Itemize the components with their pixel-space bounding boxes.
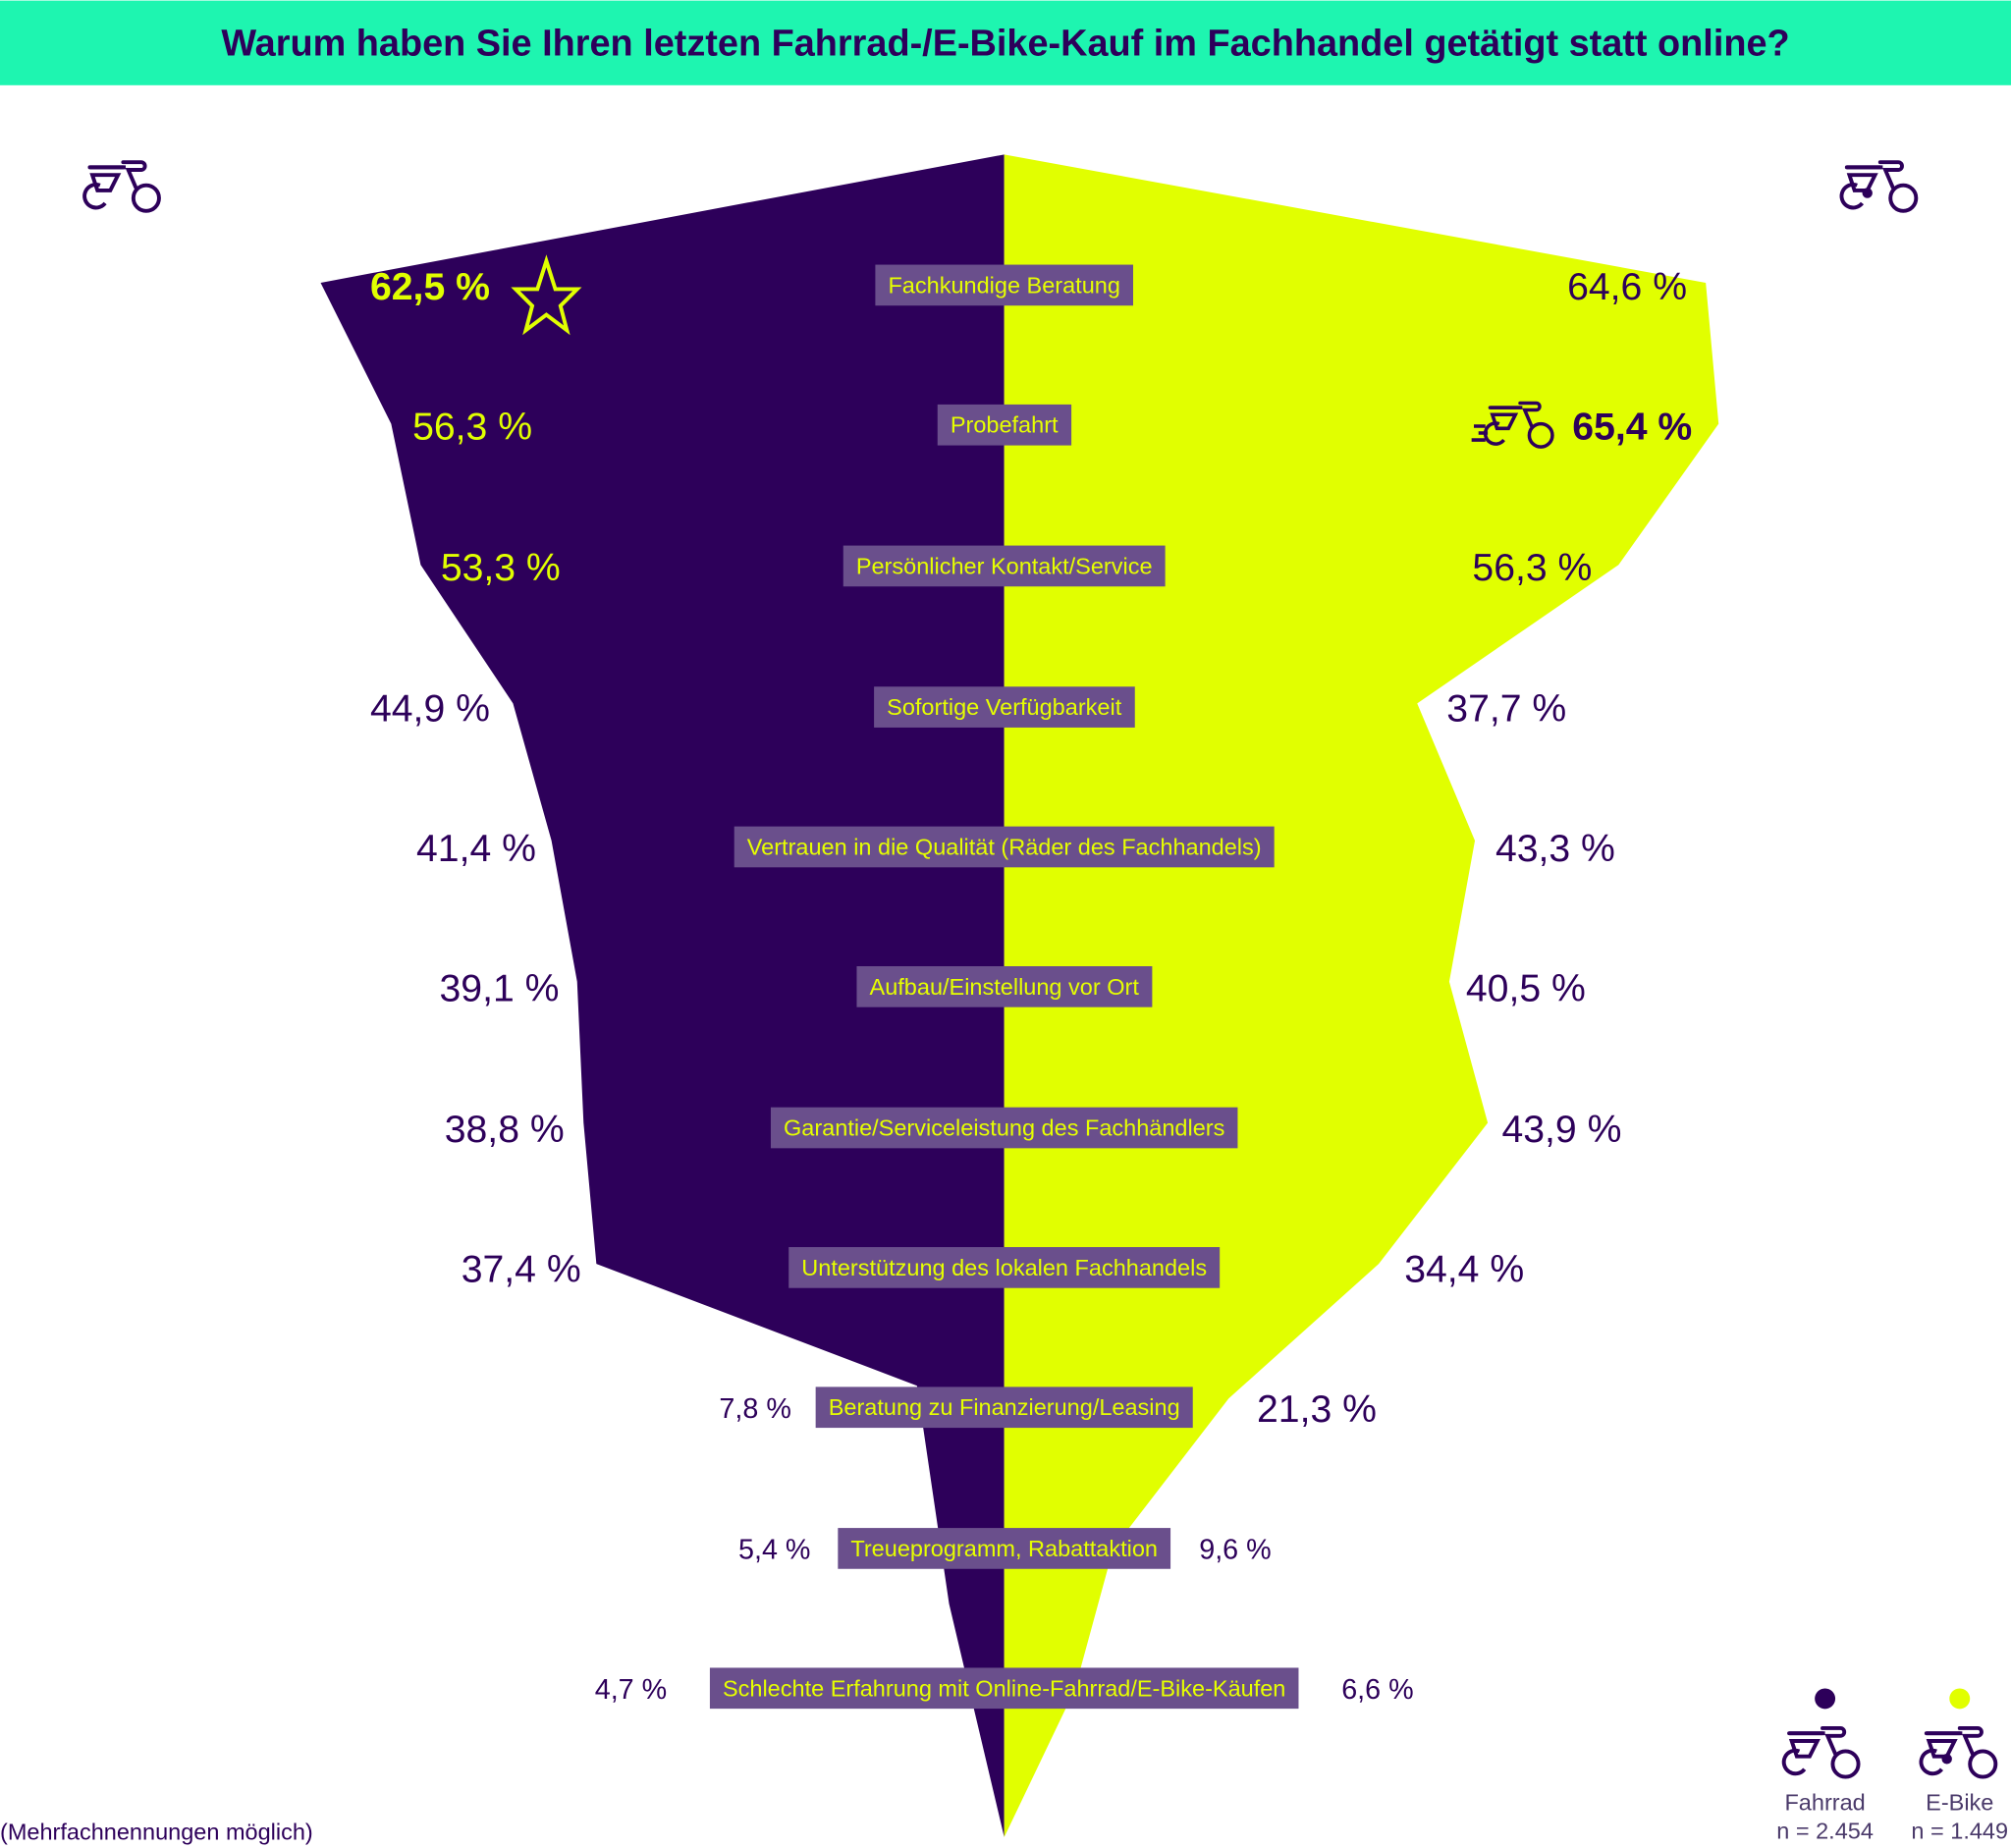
fahrrad-value-label: 41,4 %: [416, 828, 536, 870]
ebike-value-label: 43,3 %: [1495, 828, 1615, 870]
header-bar: [0, 0, 2011, 85]
category-label: Probefahrt: [951, 412, 1059, 438]
category-label: Beratung zu Finanzierung/Leasing: [829, 1394, 1180, 1420]
fahrrad-value-label: 56,3 %: [412, 406, 532, 448]
category-label: Unterstützung des lokalen Fachhandels: [801, 1255, 1207, 1280]
legend-ebike-label: E-Bike: [1926, 1790, 1993, 1816]
category-label-box: [770, 1107, 1238, 1149]
category-label: Treueprogramm, Rabattaktion: [850, 1536, 1158, 1561]
category-label: Fachkundige Beratung: [888, 272, 1119, 298]
category-label-box: [842, 545, 1166, 587]
ebike-icon: [1919, 1725, 1998, 1779]
ebike-value-label: 65,4 %: [1572, 406, 1692, 448]
ebike-header-icon: [1839, 160, 1919, 213]
chart-title: Warum haben Sie Ihren letzten Fahrrad-/E…: [221, 24, 1789, 65]
fahrrad-value-label: 44,9 %: [370, 688, 490, 731]
ebike-value-label: 64,6 %: [1567, 266, 1687, 308]
bicycle-icon: [1781, 1725, 1861, 1779]
chart-row: Vertrauen in die Qualität (Räder des Fac…: [416, 826, 1615, 870]
legend-fahrrad-dot: [1815, 1688, 1836, 1710]
category-label: Garantie/Serviceleistung des Fachhändler…: [784, 1115, 1224, 1141]
category-label-box: [838, 1528, 1171, 1569]
chart-row: Unterstützung des lokalen Fachhandels 37,…: [462, 1247, 1524, 1290]
fahrrad-value-label: 7,8 %: [719, 1393, 790, 1425]
fahrrad-value-label: 39,1 %: [440, 967, 560, 1009]
category-label: Vertrauen in die Qualität (Räder des Fac…: [747, 834, 1262, 859]
legend-ebike-dot: [1949, 1688, 1971, 1710]
category-label-box: [788, 1247, 1221, 1288]
category-label-box: [856, 966, 1153, 1007]
chart-row: Beratung zu Finanzierung/Leasing 7,8 % 21,…: [719, 1386, 1377, 1431]
chart-row: Fachkundige Beratung 62,5 % 64,6 %: [370, 264, 1687, 308]
legend-fahrrad-label: Fahrrad: [1784, 1790, 1865, 1816]
chart-row: Schlechte Erfahrung mit Online-Fahrrad/E…: [595, 1667, 1414, 1710]
ebike-value-label: 21,3 %: [1257, 1388, 1377, 1431]
ebike-speed-icon: [1471, 401, 1554, 449]
category-label: Sofortige Verfügbarkeit: [887, 694, 1122, 720]
ebike-value-label: 56,3 %: [1472, 547, 1592, 589]
category-label-box: [937, 404, 1072, 446]
ebike-value-label: 6,6 %: [1341, 1674, 1413, 1706]
category-label-box: [815, 1386, 1193, 1429]
fahrrad-shape: [320, 154, 1005, 1837]
category-label-box: [709, 1667, 1299, 1710]
category-label: Schlechte Erfahrung mit Online-Fahrrad/E…: [723, 1675, 1285, 1701]
chart-row: Aufbau/Einstellung vor Ort 39,1 % 40,5 %: [440, 966, 1586, 1009]
category-label-box: [875, 264, 1133, 306]
fahrrad-value-label: 5,4 %: [738, 1535, 810, 1566]
fahrrad-value-label: 38,8 %: [445, 1109, 565, 1151]
legend: Fahrrad n = 2.454 E-Bike n = 1.449: [1776, 1688, 2008, 1843]
chart-row: Persönlicher Kontakt/Service 53,3 % 56,3 %: [441, 545, 1592, 589]
legend-fahrrad-n: n = 2.454: [1776, 1818, 1874, 1843]
fahrrad-value-label: 4,7 %: [595, 1674, 667, 1706]
chart-row: Garantie/Serviceleistung des Fachhändler…: [445, 1107, 1621, 1151]
ebike-value-label: 40,5 %: [1466, 967, 1586, 1009]
category-label-box: [874, 686, 1135, 728]
chart-row: Sofortige Verfügbarkeit 44,9 % 37,7 %: [370, 686, 1566, 731]
fahrrad-header-icon: [82, 160, 161, 213]
category-label: Persönlicher Kontakt/Service: [856, 553, 1153, 578]
ebike-value-label: 43,9 %: [1501, 1109, 1621, 1151]
chart-row: Treueprogramm, Rabattaktion 5,4 % 9,6 %: [738, 1528, 1272, 1569]
legend-ebike-n: n = 1.449: [1911, 1818, 2008, 1843]
ebike-value-label: 9,6 %: [1199, 1535, 1271, 1566]
category-label: Aufbau/Einstellung vor Ort: [870, 974, 1140, 1000]
fahrrad-value-label: 37,4 %: [462, 1248, 581, 1290]
chart-row: Probefahrt 56,3 % 65,4 %: [412, 404, 1692, 448]
fahrrad-value-label: 62,5 %: [370, 266, 490, 308]
ebike-value-label: 37,7 %: [1446, 688, 1566, 731]
fahrrad-value-label: 53,3 %: [441, 547, 561, 589]
category-label-box: [734, 826, 1275, 868]
footnote: (Mehrfachnennungen möglich): [0, 1820, 313, 1845]
star-icon: [511, 254, 582, 336]
ebike-value-label: 34,4 %: [1404, 1248, 1524, 1290]
